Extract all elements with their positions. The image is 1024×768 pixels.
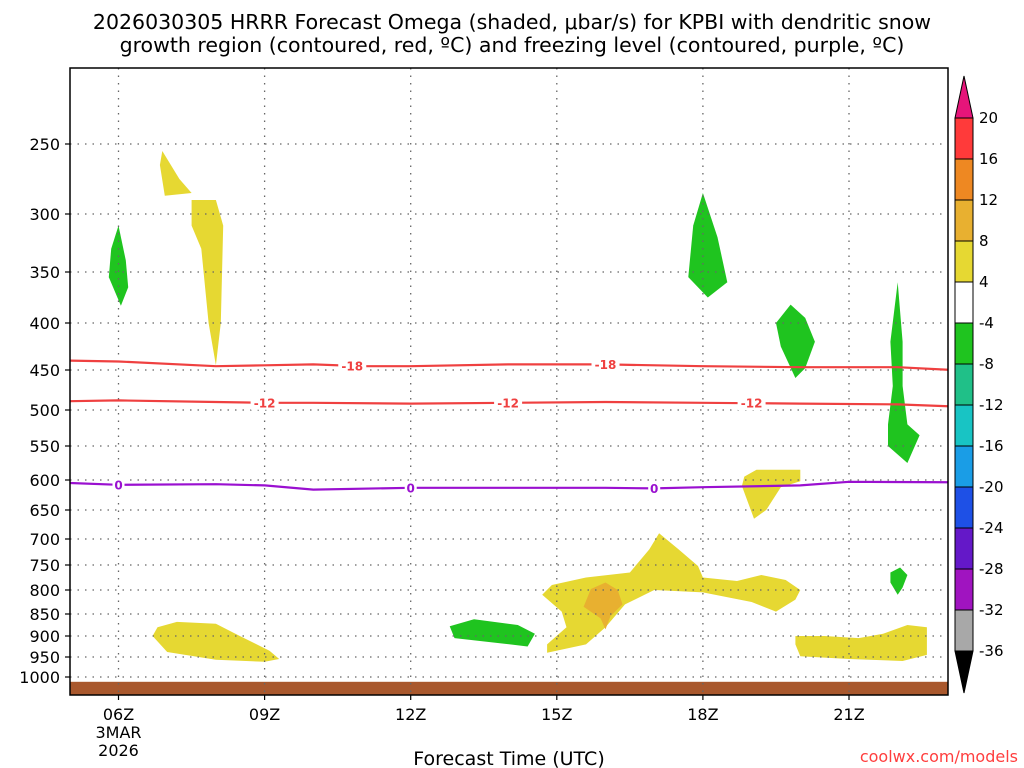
colorbar-label-9: -20 (979, 478, 1004, 496)
colorbar-under-triangle (954, 650, 974, 694)
colorbar: 20 16 12 8 4 -4 -8 -12 -16 -20 -24 -28 -32 -36 (954, 75, 1004, 694)
contour-label-2-2: 0 (650, 482, 658, 496)
chart-title-line-2: growth region (contoured, red, ºC) and f… (120, 33, 905, 57)
y-tick-label-700: 700 (29, 530, 60, 549)
y-tick-label-1000: 1000 (19, 668, 60, 687)
colorbar-box-12 (954, 609, 974, 652)
contour-label-1-1: -12 (497, 396, 519, 410)
x-tick-sublabel-0: 3MAR (95, 723, 141, 742)
colorbar-label-5: -4 (979, 314, 994, 332)
x-axis-label: Forecast Time (UTC) (413, 748, 604, 768)
colorbar-label-2: 12 (979, 191, 998, 209)
colorbar-label-3: 8 (979, 232, 989, 250)
contour-label-2-0: 0 (114, 478, 122, 492)
y-tick-label-950: 950 (29, 648, 60, 667)
contour-label-bg (112, 477, 125, 492)
colorbar-label-12: -32 (979, 601, 1004, 619)
colorbar-label-10: -24 (979, 519, 1004, 537)
x-tick-label-06Z: 06Z (103, 705, 134, 724)
x-tick-label-12Z: 12Z (395, 705, 426, 724)
contour-label-0-0: -18 (341, 359, 363, 373)
contour-label-1-2: -12 (741, 397, 763, 411)
y-tick-label-900: 900 (29, 627, 60, 646)
y-tick-label-400: 400 (29, 314, 60, 333)
contour-label-bg (494, 395, 523, 410)
colorbar-box-6 (954, 363, 974, 406)
x-tick-sublabel-1: 2026 (98, 741, 139, 760)
colorbar-over-triangle (954, 75, 974, 119)
colorbar-box-5 (954, 322, 974, 365)
omega-region-green-13z (449, 619, 535, 647)
omega-shading (108, 151, 927, 662)
y-tick-label-800: 800 (29, 581, 60, 600)
y-tick-label-550: 550 (29, 437, 60, 456)
colorbar-box-3 (954, 240, 974, 283)
colorbar-label-8: -16 (979, 437, 1004, 455)
credit-link[interactable]: coolwx.com/models (860, 747, 1018, 766)
contour-lines: -18 -18 -12 -12 -12 0 0 0 (70, 357, 948, 496)
contour-line-2 (70, 480, 948, 491)
y-tick-label-600: 600 (29, 471, 60, 490)
x-tick-label-21Z: 21Z (833, 705, 864, 724)
contour-label-1-0: -12 (254, 396, 276, 410)
contour-label-bg (338, 358, 367, 373)
omega-region-yellow-19z-freezing (741, 469, 801, 519)
colorbar-box-9 (954, 486, 974, 529)
colorbar-box-1 (954, 158, 974, 201)
colorbar-box-10 (954, 527, 974, 570)
omega-region-yellow-16z-big (542, 533, 801, 653)
x-tick-label-09Z: 09Z (249, 705, 280, 724)
y-tick-label-500: 500 (29, 401, 60, 420)
omega-region-yellow-7z-low (152, 621, 280, 662)
contour-label-0-1: -18 (595, 358, 617, 372)
grid-lines (70, 68, 948, 695)
ground-surface (70, 681, 948, 695)
y-tick-label-650: 650 (29, 501, 60, 520)
omega-region-orange-16z (583, 582, 623, 630)
ground-layer (70, 681, 948, 695)
y-tick-label-350: 350 (29, 263, 60, 282)
y-tick-label-850: 850 (29, 605, 60, 624)
y-tick-label-750: 750 (29, 556, 60, 575)
contour-label-bg (404, 480, 417, 495)
omega-region-yellow-7z-top (159, 151, 192, 196)
y-tick-label-450: 450 (29, 361, 60, 380)
colorbar-box-0 (954, 117, 974, 160)
contour-label-bg (591, 357, 620, 372)
omega-region-green-22z-low (890, 567, 908, 595)
colorbar-label-13: -36 (979, 642, 1004, 660)
omega-region-green-18z-upper (688, 193, 728, 298)
colorbar-box-8 (954, 445, 974, 488)
colorbar-label-1: 16 (979, 150, 998, 168)
colorbar-label-7: -12 (979, 396, 1004, 414)
colorbar-label-0: 20 (979, 109, 998, 127)
omega-region-green-6z-upper (108, 225, 129, 306)
colorbar-box-2 (954, 199, 974, 242)
contour-line-1 (70, 399, 948, 408)
axes: 250 300 350 400 450 500 550 600 650 700 750 800 850 9… (19, 67, 949, 760)
contour-label-bg (648, 481, 661, 496)
x-tick-label-15Z: 15Z (541, 705, 572, 724)
omega-region-yellow-8z-column (191, 200, 224, 366)
contour-line-0 (70, 359, 948, 371)
contour-label-2-1: 0 (407, 481, 415, 495)
x-tick-label-18Z: 18Z (687, 705, 718, 724)
omega-region-green-22z-column (888, 282, 920, 463)
colorbar-box-11 (954, 568, 974, 611)
colorbar-label-4: 4 (979, 273, 989, 291)
contour-label-bg (737, 396, 766, 411)
y-tick-label-250: 250 (29, 135, 60, 154)
colorbar-box-7 (954, 404, 974, 447)
y-tick-label-300: 300 (29, 205, 60, 224)
colorbar-label-11: -28 (979, 560, 1004, 578)
colorbar-box-4 (954, 281, 974, 324)
chart-title-line-1: 2026030305 HRRR Forecast Omega (shaded, … (93, 10, 931, 34)
omega-region-yellow-21z-low (795, 625, 927, 661)
contour-label-bg (250, 395, 279, 410)
plot-frame (69, 67, 949, 696)
colorbar-label-6: -8 (979, 355, 994, 373)
